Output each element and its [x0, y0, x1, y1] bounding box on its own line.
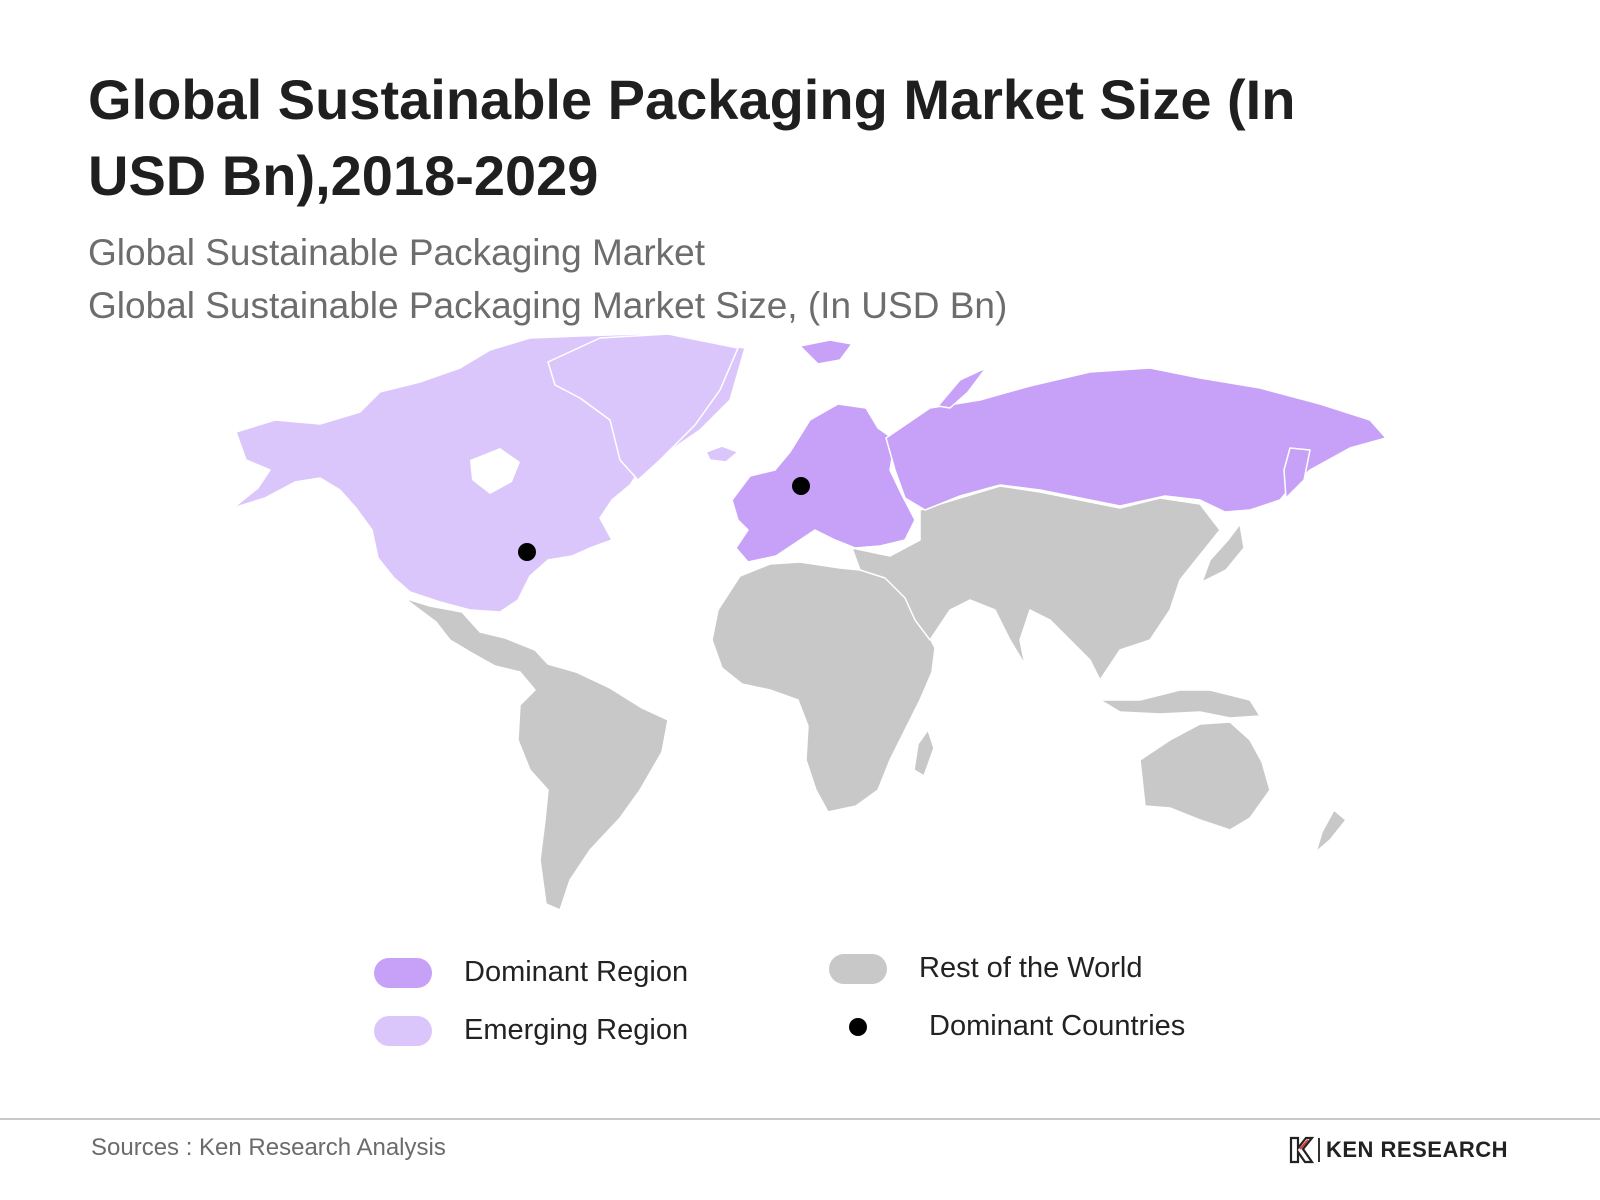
world-map [232, 333, 1387, 911]
region-japan [1201, 523, 1245, 583]
legend-label-rest: Rest of the World [919, 952, 1143, 984]
region-svalbard [799, 339, 853, 365]
dominant-swatch [374, 957, 432, 988]
page-title: Global Sustainable Packaging Market Size… [88, 68, 1296, 207]
footer-divider [0, 1118, 1600, 1120]
rest-swatch [829, 953, 887, 984]
emerging-swatch [374, 1015, 432, 1046]
subtitle-line-1: Global Sustainable Packaging Market [88, 232, 706, 273]
map-legend: Dominant Region Emerging Region Rest of … [0, 952, 1600, 1080]
region-novaya-zemlya [937, 367, 987, 409]
region-kamchatka [1283, 447, 1311, 499]
brand-separator [1317, 1138, 1320, 1162]
dot-icon [849, 1017, 867, 1036]
region-australia [1139, 721, 1271, 831]
region-africa [711, 561, 936, 813]
hudson-bay-water [470, 448, 520, 494]
source-note: Sources : Ken Research Analysis [91, 1134, 446, 1161]
region-latin-america [403, 597, 669, 911]
legend-item-dominant: Dominant Region [374, 956, 688, 989]
ken-research-logo-icon [1289, 1136, 1314, 1164]
legend-label-countries: Dominant Countries [929, 1010, 1186, 1042]
legend-item-emerging: Emerging Region [374, 1014, 688, 1047]
legend-label-emerging: Emerging Region [464, 1014, 689, 1046]
legend-item-rest: Rest of the World [829, 952, 1143, 985]
region-europe [731, 403, 916, 563]
region-greenland [547, 333, 739, 481]
legend-item-countries: Dominant Countries [829, 1010, 1185, 1043]
subtitle-line-2: Global Sustainable Packaging Market Size… [88, 285, 1008, 326]
region-iceland [705, 445, 739, 463]
subtitle: Global Sustainable Packaging Market Glob… [88, 226, 1007, 332]
region-asia [851, 485, 1221, 681]
dominant-country-marker-germany [792, 477, 810, 495]
legend-label-dominant: Dominant Region [464, 956, 689, 988]
dominant-country-marker-us [518, 543, 536, 561]
brand-logo: KEN RESEARCH [1288, 1136, 1508, 1164]
region-new-zealand [1315, 809, 1347, 853]
region-madagascar [913, 729, 935, 777]
region-southeast-asia-islands [1099, 689, 1261, 719]
brand-name: KEN RESEARCH [1325, 1137, 1508, 1162]
